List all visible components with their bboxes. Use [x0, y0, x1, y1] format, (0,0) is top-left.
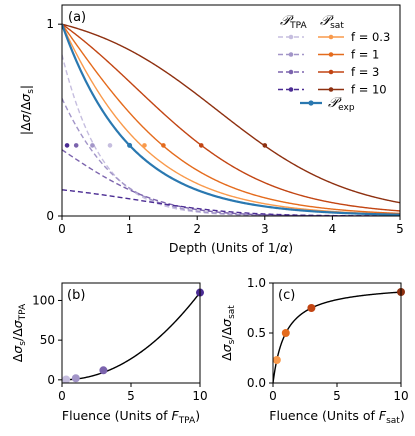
sat-marker: [161, 143, 166, 148]
panel-a-frame: [61, 4, 401, 217]
legend-f-label: f = 0.3: [351, 30, 390, 44]
legend-tpa-marker: [288, 34, 294, 40]
panel-c-point: [281, 329, 290, 337]
panel-c-label: (c): [278, 288, 295, 303]
panel-b-ytick: 50: [40, 333, 55, 347]
panel-c-xtick: 0: [269, 389, 277, 403]
panel-a-xtick: 0: [58, 222, 66, 236]
legend-sat-marker: [328, 34, 334, 40]
legend-tpa-marker: [288, 69, 294, 75]
panel-c-xtick: 5: [333, 389, 341, 403]
panel-a-ticks: 0 1 2 3 4 5 0 1: [46, 17, 403, 236]
panel-c-ticks: 0 5 10 0.0 0.5 1.0: [247, 276, 409, 403]
panel-b-plot: [61, 288, 204, 384]
panel-c-ylabel: Δσs/Δσsat: [219, 305, 237, 361]
panel-b-point: [62, 375, 71, 384]
panel-b-xlabel: Fluence (Units of FTPA): [62, 408, 200, 426]
panel-a-xtick: 5: [396, 222, 404, 236]
legend-tpa-marker: [288, 87, 294, 92]
panel-a-ytick: 1: [46, 17, 54, 31]
panel-c-plot: [272, 288, 405, 384]
sat-marker: [142, 143, 147, 148]
panel-a-xtick: 3: [261, 222, 269, 236]
panel-b-xtick: 10: [192, 389, 207, 403]
legend-tpa-header: 𝒫TPA: [280, 13, 307, 31]
tpa-marker: [73, 143, 79, 148]
panel-a-legend: 𝒫TPA 𝒫sat f = 0.3 f = 1 f = 3 f = 10 𝒫exp: [278, 13, 390, 113]
panel-a-xlabel: Depth (Units of 1/α): [169, 240, 293, 255]
panel-c-point: [307, 304, 316, 312]
legend-f-label: f = 10: [351, 83, 387, 97]
panel-b-ytick: 0: [47, 373, 55, 387]
panel-b-point: [99, 366, 108, 375]
legend-sat-marker: [328, 87, 334, 92]
tpa-marker: [90, 143, 95, 148]
sat-marker: [262, 143, 268, 148]
panel-b-fit-curve: [61, 292, 201, 381]
panel-a-xtick: 2: [193, 222, 201, 236]
tpa-curve-f1: [62, 98, 400, 216]
panel-c-ytick: 1.0: [247, 276, 266, 290]
panel-a-xtick: 1: [126, 222, 134, 236]
panel-b-point: [71, 374, 80, 383]
legend-sat-marker: [328, 52, 334, 57]
panel-a-xtick: 4: [329, 222, 337, 236]
legend-exp-marker: [308, 100, 314, 106]
panel-c-xlabel: Fluence (Units of Fsat): [269, 408, 404, 426]
exp-curve: [62, 23, 400, 216]
exp-marker: [127, 142, 133, 148]
panel-a-ytick: 0: [46, 209, 54, 223]
tpa-marker: [64, 143, 70, 148]
sat-curve-f3: [62, 23, 400, 212]
sat-curve-f1: [62, 23, 400, 215]
panel-a-ylabel: |Δσ/Δσs|: [18, 85, 36, 135]
sat-curve-f10: [62, 23, 400, 204]
panel-a-markers: [64, 142, 268, 148]
panel-c-point: [272, 356, 281, 364]
panel-c: 0 5 10 0.0 0.5 1.0 (c) Fluence (Units of Fsat…: [219, 276, 409, 426]
panel-a-curves: [62, 23, 400, 216]
sat-curve-f0.3: [62, 23, 400, 216]
sat-marker: [198, 143, 204, 148]
legend-tpa-marker: [288, 52, 294, 57]
legend-sat-header: 𝒫sat: [320, 13, 344, 31]
panel-b-ytick: 100: [32, 293, 55, 307]
panel-c-ytick: 0.5: [247, 326, 266, 340]
panel-c-xtick: 10: [393, 389, 408, 403]
legend-sat-marker: [328, 69, 334, 75]
tpa-curve-f0.3: [62, 54, 400, 216]
legend-f-label: f = 1: [351, 48, 379, 62]
panel-b-label: (b): [67, 288, 85, 303]
panel-b-xtick: 0: [58, 389, 66, 403]
panel-a-label: (a): [68, 10, 86, 25]
panel-b-xtick: 5: [127, 389, 135, 403]
panel-a: 0 1 2 3 4 5 0 1 (a) Depth (Units of 1/α) |Δσ/Δσ…: [18, 4, 404, 255]
tpa-marker: [107, 143, 113, 148]
legend-f-label: f = 3: [351, 65, 379, 79]
legend-exp-label: 𝒫exp: [328, 95, 355, 113]
panel-c-fit-curve: [272, 291, 402, 384]
panel-b-ylabel: Δσs/ΔσTPA: [10, 303, 28, 362]
panel-c-ytick: 0.0: [247, 376, 266, 390]
